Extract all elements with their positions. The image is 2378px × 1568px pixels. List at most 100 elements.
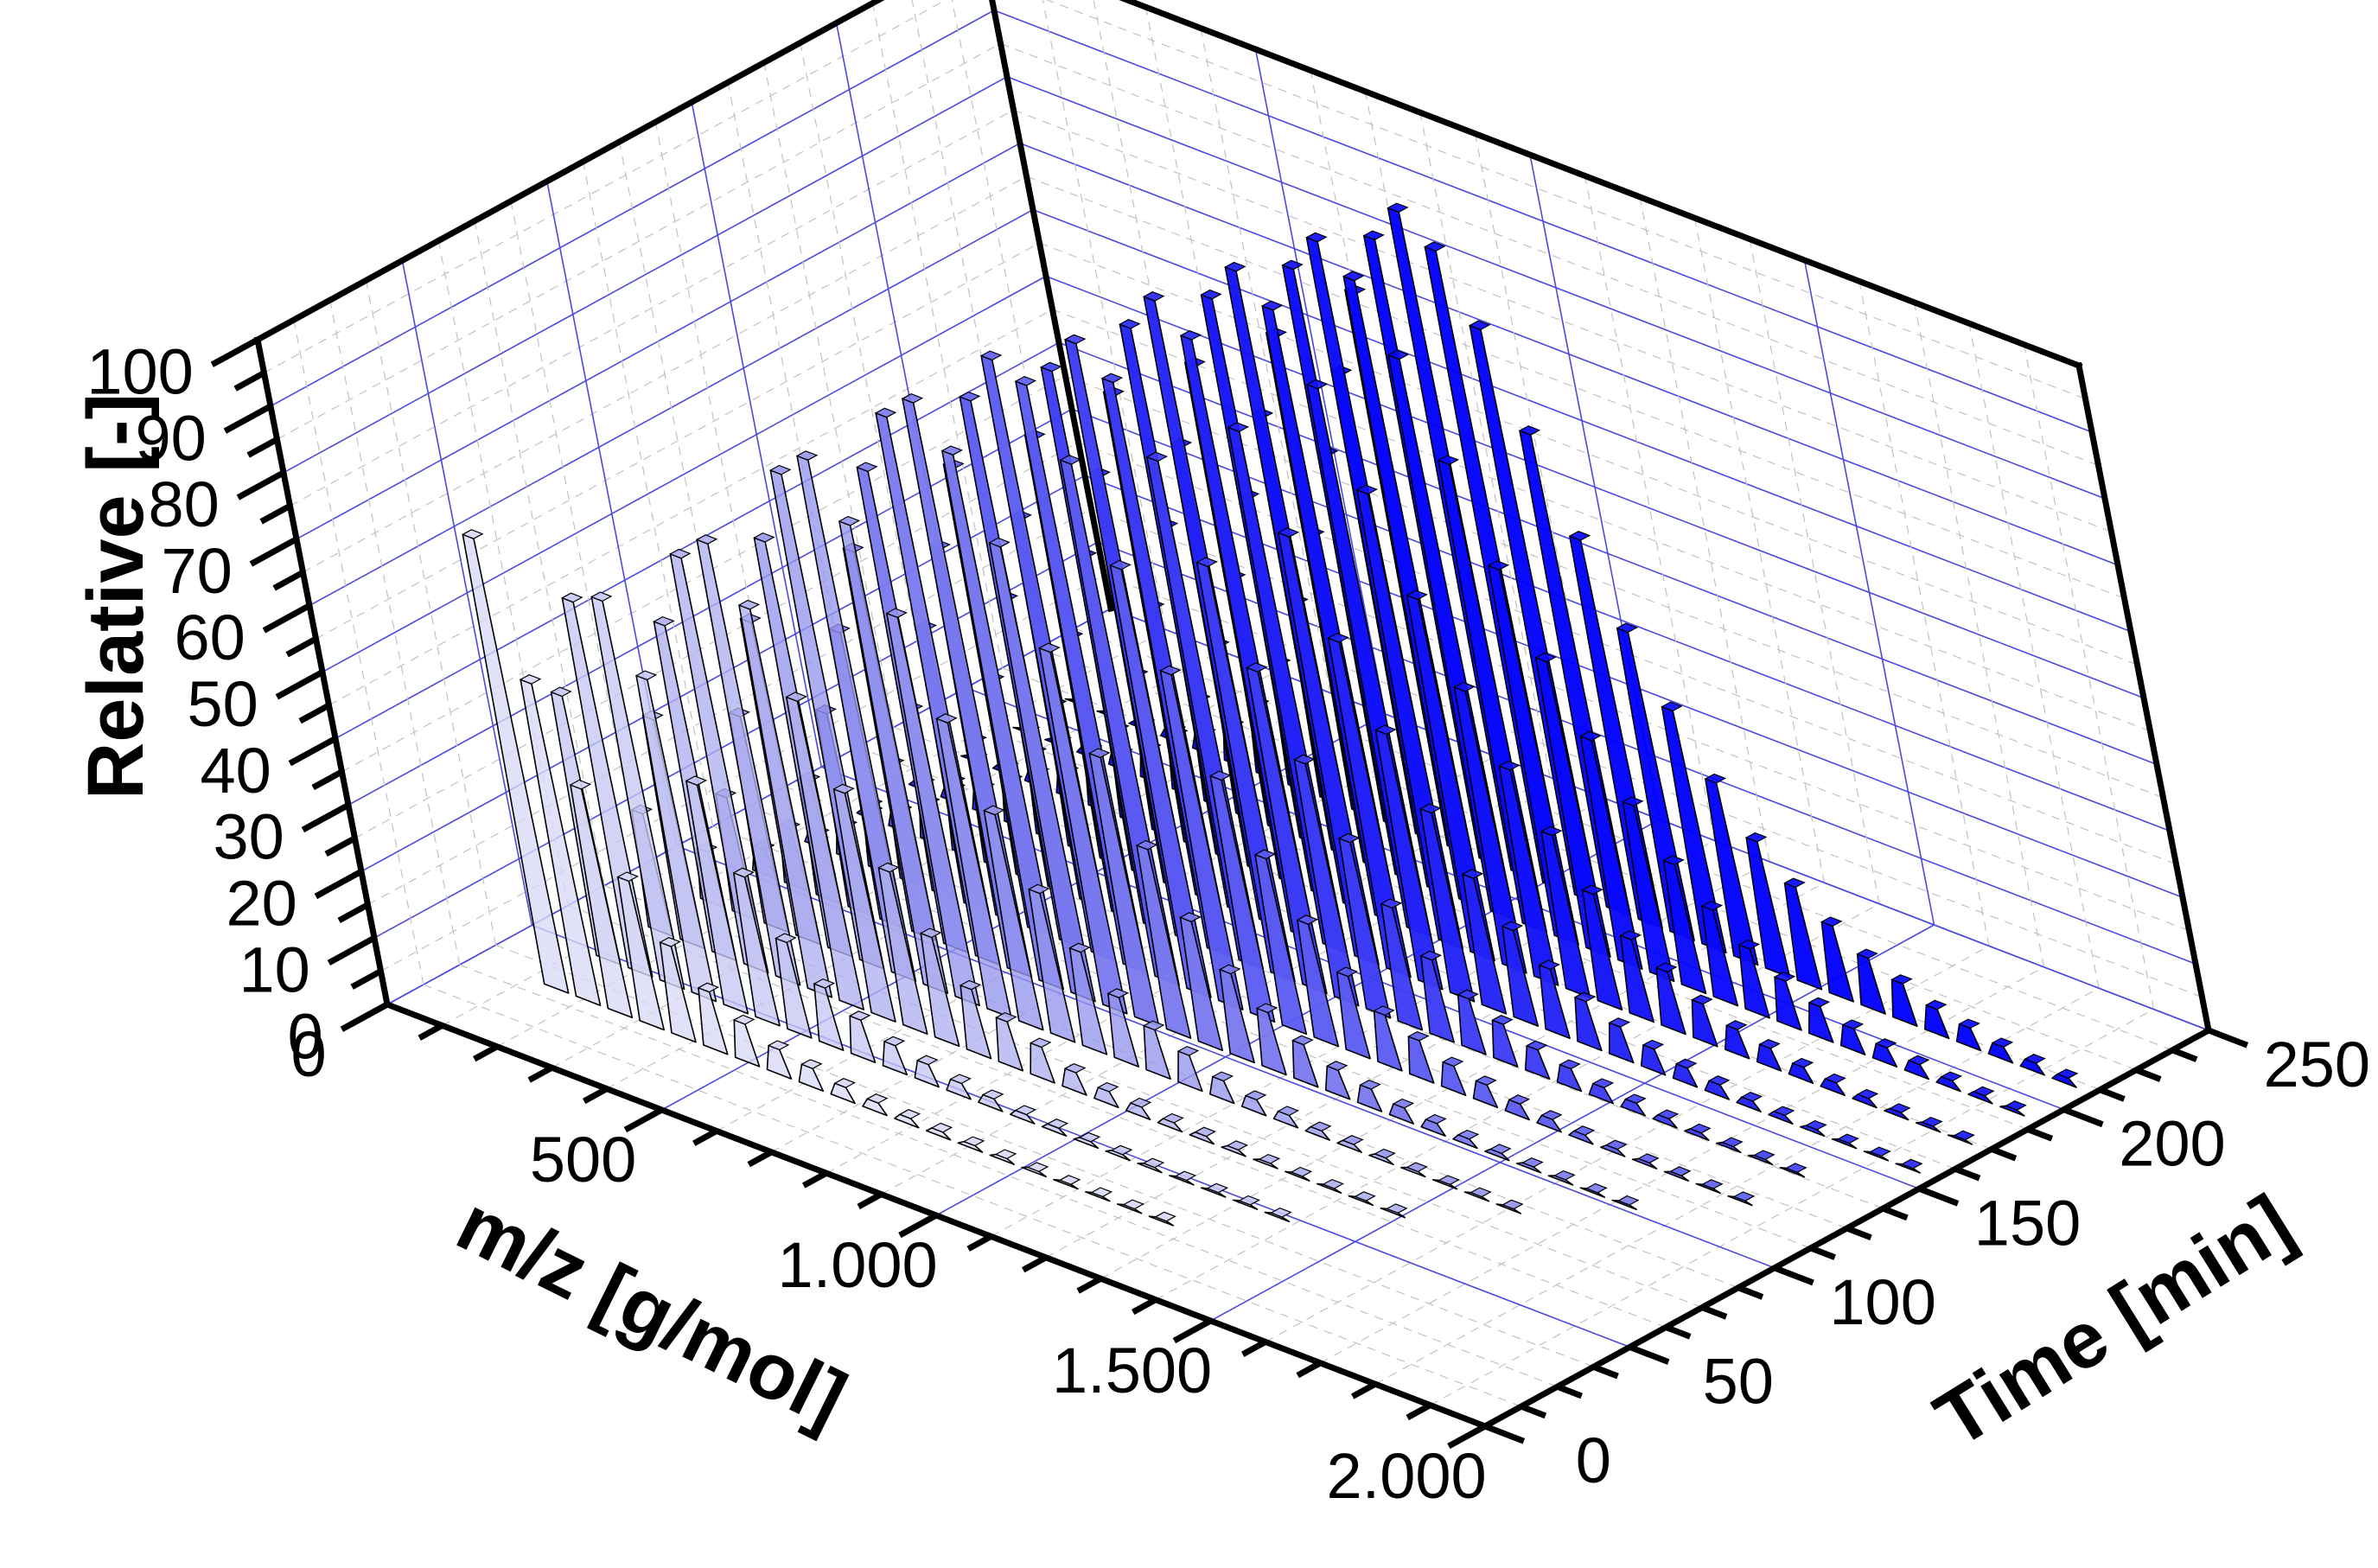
z-tick [272,570,305,591]
peak-top [732,1014,755,1025]
x-tick [1296,1360,1323,1379]
grid-y-left [293,319,424,985]
x-tick [418,1023,444,1041]
peak-top [1616,622,1638,634]
z-tick [288,736,337,767]
peak-top [1354,1191,1376,1201]
grid-x-back [1749,239,1880,904]
x-tick-label: 0 [291,1018,327,1090]
x-tick [623,1106,664,1133]
x-axis-title: m/z [g/mol] [444,1179,859,1444]
peak-top [1270,1207,1292,1218]
peak-top [1707,1075,1731,1086]
peak-top [785,692,808,702]
grid-x-back [1584,175,1716,841]
peak-top [1807,997,1831,1008]
grid-x-back [1419,112,1551,778]
y-tick-label: 50 [1703,1346,1774,1418]
peak-top [1637,1153,1660,1163]
x-tick [527,1065,554,1083]
peak-top [1740,1091,1763,1102]
peak-top [767,1040,790,1051]
peak-top [1406,1030,1430,1042]
peak-top [1145,451,1169,462]
peak-top [1540,1110,1563,1120]
peak-top [1758,1038,1781,1049]
peak-top [930,1122,953,1133]
peak-top [1656,1109,1680,1119]
peak-top [1154,1211,1176,1222]
peak-top [1958,1018,1980,1029]
peak-top [1211,1071,1234,1082]
peak-top [1238,1195,1260,1206]
grid-x-back [2023,344,2155,1010]
peak-top [1342,271,1365,282]
z-tick [223,403,272,434]
z-tick-label: 70 [162,535,233,607]
grid-y-left [401,260,533,926]
peak-top [1438,1175,1460,1185]
y-tick [2135,1067,2162,1082]
peak-top [1305,232,1328,243]
peak-top [1604,1139,1628,1151]
peak-top [994,1149,1017,1160]
x-tick-label: 500 [530,1124,636,1195]
data-series [461,202,2079,1227]
peak-top [1491,1015,1514,1025]
z-tick-label: 0 [288,1000,323,1072]
peak-top [1654,962,1678,973]
z-tick [236,469,285,500]
z-tick [210,336,259,367]
peak-top [1063,334,1087,345]
x-tick [857,1191,883,1210]
peak-top [1063,1063,1087,1074]
peak-top [1475,1075,1497,1086]
peak-top [1553,1170,1576,1181]
peak-top [1772,1106,1795,1117]
x-tick [802,1170,828,1189]
peak-top [1457,1129,1480,1140]
peak-top [1489,1144,1512,1154]
peak-top [1359,1079,1381,1090]
z-tick-label: 100 [86,335,193,407]
peak-top [1773,972,1796,982]
peak-top [685,775,708,786]
peak-top [1572,1125,1596,1136]
grid-x-back [1968,323,2100,989]
peak-top [1029,1037,1052,1049]
z-tick-label: 80 [149,468,220,540]
peak-top [1296,915,1319,925]
peak-top [877,862,900,873]
peak-top [1200,289,1222,300]
grid-y-left [871,3,1004,668]
z-tick [262,602,311,634]
peak-top [1907,1055,1930,1066]
peak-top [732,867,755,878]
y-tick [2171,1047,2198,1062]
peak-top [1579,730,1602,742]
peak-top [1508,1094,1531,1105]
peak-top [1624,1093,1647,1104]
y-tick [1882,1205,1909,1221]
peak-top [1227,422,1250,433]
peak-top [1608,1017,1631,1028]
peak-top [1380,898,1403,909]
peak-top [2056,1068,2079,1079]
peak-top [1487,560,1510,570]
grid-z-left [277,42,1001,440]
peak-top [1470,1187,1492,1198]
peak-top [935,713,958,723]
peak-top [1901,1158,1923,1170]
peak-top [833,1078,857,1088]
peak-top [1585,1182,1608,1194]
peak-top [560,592,583,603]
y-tick-label: 150 [1974,1187,2081,1259]
x-tick-label: 1.000 [778,1229,938,1301]
peak-top [569,779,592,790]
peak-top [1725,1020,1748,1030]
peak-top [1109,559,1132,570]
z-tick [285,635,318,658]
grid-z-left [283,76,1008,474]
x-tick [747,1149,774,1168]
peak-top [461,529,484,539]
